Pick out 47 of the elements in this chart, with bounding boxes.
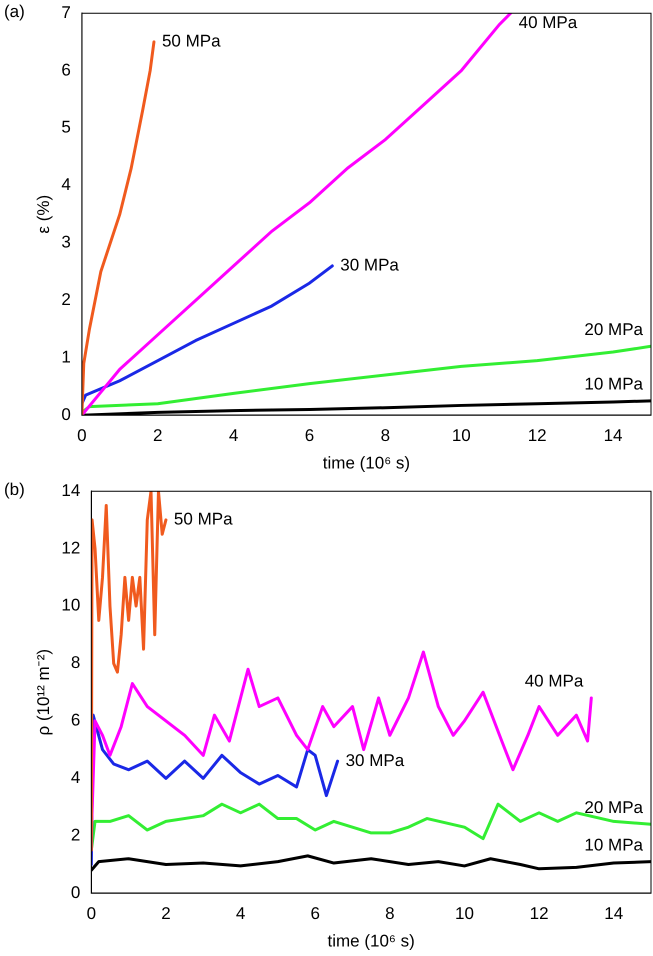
y-tick-label: 10 [61,596,80,615]
series-label: 20 MPa [584,798,644,817]
x-tick-label: 12 [530,904,549,924]
x-tick-label: 14 [604,904,624,924]
y-tick-label: 4 [61,175,71,194]
series-label: 50 MPa [174,510,234,529]
y-tick-label: 2 [61,290,71,310]
series-label: 50 MPa [162,32,222,51]
x-tick-label: 4 [228,426,238,446]
x-tick-label: 12 [528,426,547,446]
y-axis-title: ρ (10¹² m⁻²) [34,648,53,736]
y-tick-label: 6 [61,60,71,80]
y-tick-label: 12 [61,538,80,558]
text: (b) [4,480,25,500]
series-label: 30 MPa [340,256,400,275]
x-tick-label: 6 [304,426,314,446]
x-tick-label: 14 [604,426,623,446]
series-label: 10 MPa [584,374,644,394]
y-tick-label: 5 [61,118,71,137]
x-tick-label: 10 [452,426,471,446]
y-tick-label: 4 [70,768,80,788]
x-tick-label: 6 [310,904,320,924]
series-label: 10 MPa [584,835,644,854]
x-tick-label: 0 [86,904,96,924]
x-axis-title: time (10⁶ s) [328,931,415,950]
text: (a) [4,2,25,22]
x-tick-label: 2 [161,904,171,924]
series-label: 30 MPa [346,750,405,770]
y-tick-label: 2 [70,825,80,844]
y-tick-label: 14 [61,480,80,500]
y-tick-label: 8 [70,653,80,672]
x-tick-label: 10 [454,904,474,924]
y-axis-title: ε (%) [34,194,53,234]
y-tick-label: 1 [61,347,71,366]
y-tick-label: 6 [70,710,80,730]
x-tick-label: 8 [385,904,395,924]
series-label: 40 MPa [524,672,584,691]
x-tick-label: 4 [236,904,246,924]
y-tick-label: 0 [61,404,71,424]
y-tick-label: 0 [70,882,80,902]
y-tick-label: 3 [61,232,71,252]
series-label: 20 MPa [584,320,644,339]
y-tick-label: 7 [61,2,71,22]
series-label: 40 MPa [518,12,578,32]
x-tick-label: 2 [153,426,162,446]
x-tick-label: 8 [380,426,390,446]
x-axis-title: time (10⁶ s) [322,453,410,472]
